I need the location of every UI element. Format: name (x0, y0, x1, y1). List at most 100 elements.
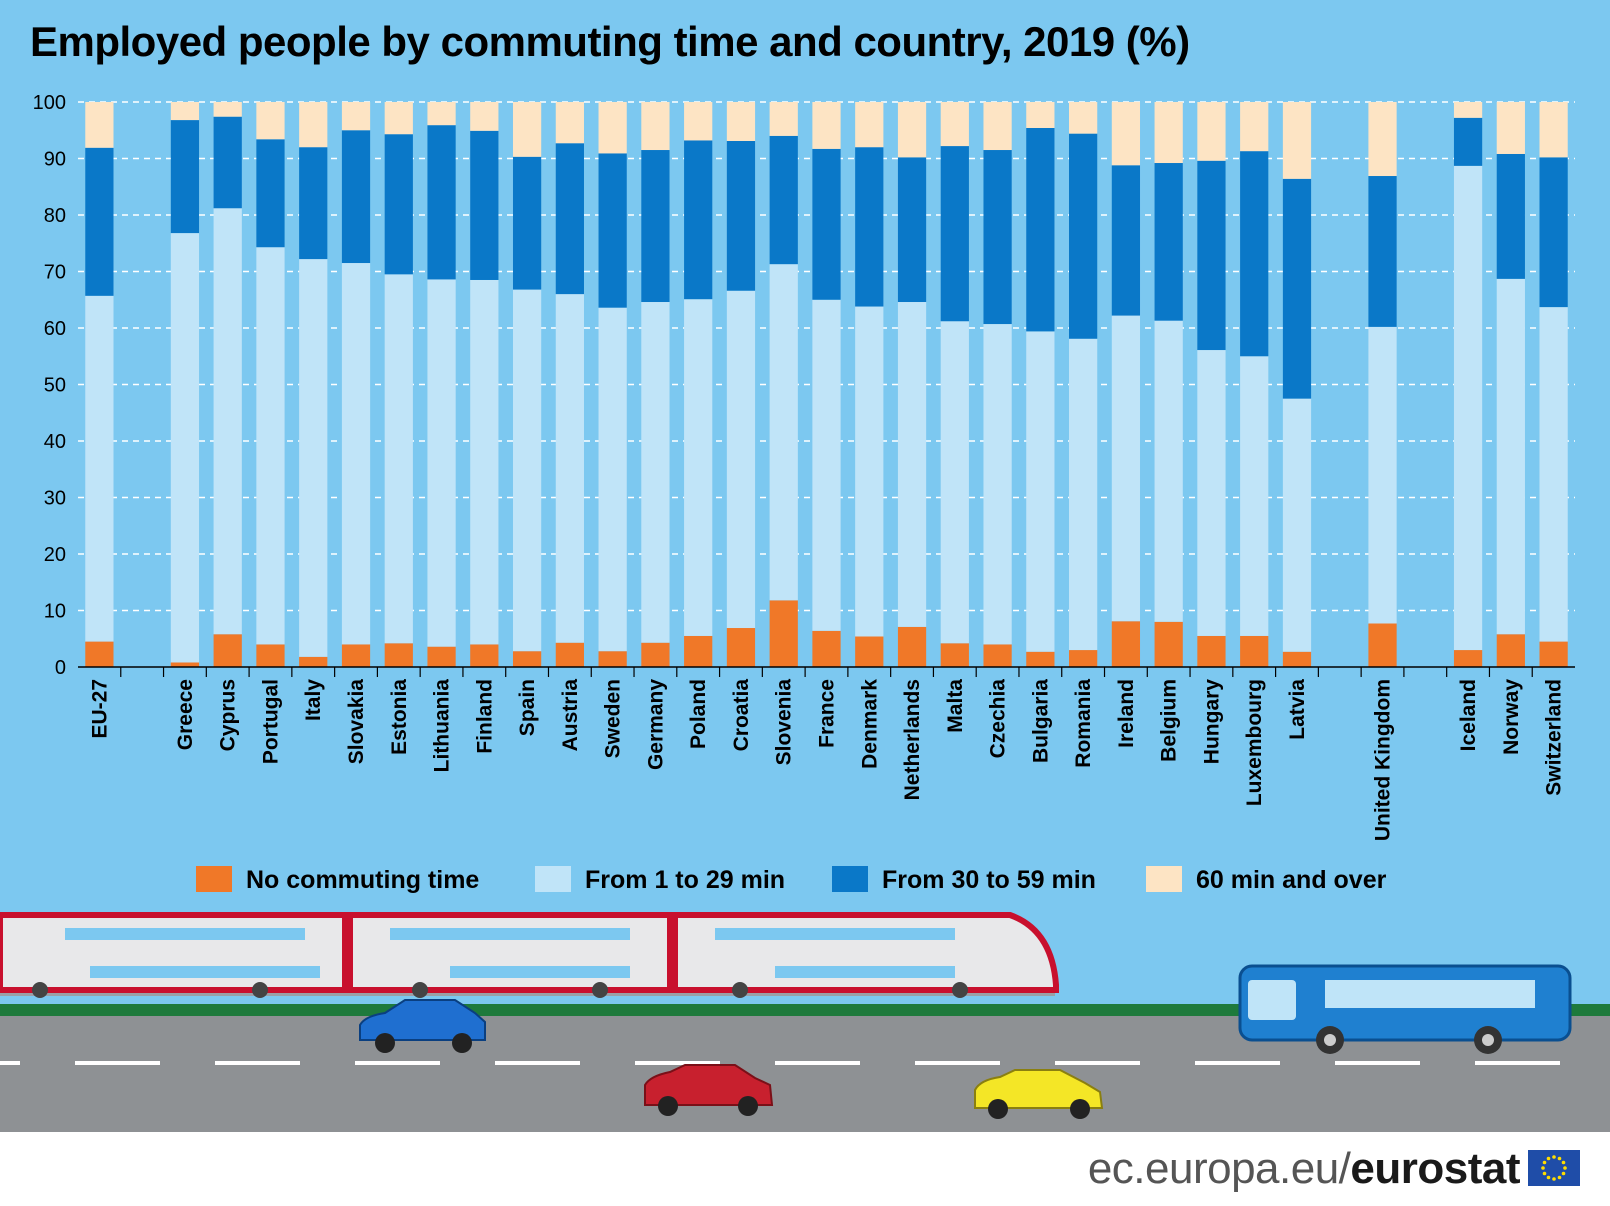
bar-segment (213, 208, 242, 635)
bar-segment (1496, 102, 1525, 154)
x-tick-label: Luxembourg (1243, 679, 1266, 806)
x-tick-label: Greece (174, 679, 197, 750)
brand-text: eurostat (1350, 1144, 1520, 1193)
bar-segment (598, 651, 627, 667)
bar-segment (1154, 320, 1183, 622)
bar-segment (512, 156, 542, 290)
bar-segment (256, 102, 285, 140)
bar-segment (1539, 157, 1568, 308)
bar-segment (1368, 326, 1397, 624)
legend-label: From 1 to 29 min (585, 866, 785, 894)
legend-label: No commuting time (246, 866, 479, 894)
bar-segment (769, 600, 798, 667)
bar-segment (684, 102, 713, 141)
bar-segment (299, 656, 328, 667)
x-tick-label: Ireland (1115, 679, 1138, 748)
bar-segment (1026, 127, 1055, 332)
x-tick-label: Slovakia (345, 679, 368, 765)
x-tick-label: Latvia (1286, 679, 1309, 740)
bar-segment (170, 662, 200, 667)
bar-segment (1069, 650, 1098, 667)
bar-segment (341, 644, 371, 667)
bar-segment (470, 279, 499, 645)
bar-segment (1197, 635, 1226, 667)
bar-segment (1069, 133, 1098, 339)
bar-segment (983, 102, 1012, 151)
bar-segment (812, 148, 841, 300)
x-tick-label: Sweden (602, 679, 625, 758)
bar-segment (940, 146, 969, 322)
bar-segment (1111, 102, 1141, 166)
x-tick-label: Finland (473, 679, 496, 754)
bar-segment (1240, 151, 1269, 357)
bar-segment (1197, 350, 1226, 636)
y-tick-label: 30 (44, 488, 66, 510)
bar-segment (1240, 356, 1269, 636)
bar-segment (940, 643, 969, 667)
bar-segment (641, 102, 670, 151)
x-tick-label: Poland (687, 679, 710, 749)
bar-segment (299, 147, 328, 260)
y-tick-label: 70 (44, 262, 66, 284)
x-tick-label: Czechia (987, 679, 1010, 759)
eu-flag-icon (1528, 1150, 1580, 1186)
bar-segment (512, 651, 542, 667)
bar-segment (940, 321, 969, 644)
y-tick-label: 60 (44, 318, 66, 340)
bar-segment (1111, 315, 1141, 622)
bar-segment (1368, 176, 1397, 327)
bar-segment (555, 143, 584, 295)
bar-segment (1026, 651, 1055, 667)
bar-segment (812, 299, 841, 631)
bar-segment (256, 247, 285, 645)
bar-segment (470, 130, 499, 280)
bar-segment (1496, 153, 1525, 279)
source-url[interactable]: ec.europa.eu/eurostat (1088, 1144, 1521, 1194)
bar-segment (641, 302, 670, 643)
x-tick-label: Denmark (858, 679, 881, 769)
bar-segment (1539, 641, 1568, 667)
x-tick-label: Netherlands (901, 679, 924, 800)
chart-title: Employed people by commuting time and co… (30, 18, 1190, 65)
x-tick-label: Estonia (388, 679, 411, 755)
yellow-car-icon (974, 1069, 1104, 1119)
bar-segment (1453, 117, 1483, 166)
red-car-icon (644, 1064, 774, 1116)
legend: No commuting time From 1 to 29 min From 30… (196, 866, 1387, 894)
bar-segment (983, 324, 1012, 645)
x-tick-label: Germany (644, 679, 667, 770)
bar-segment (1154, 621, 1183, 667)
x-tick-label: Croatia (730, 679, 753, 752)
bar-segment (384, 134, 413, 275)
x-tick-label: Portugal (259, 679, 282, 764)
bar-segment (427, 125, 456, 280)
x-tick-label: EU-27 (88, 679, 111, 739)
x-tick-label: Lithuania (431, 679, 454, 773)
legend-label: From 30 to 59 min (882, 866, 1096, 894)
legend-swatch (535, 866, 571, 892)
bar-segment (299, 259, 328, 657)
x-tick-label: Switzerland (1543, 679, 1566, 796)
bar-segment (85, 295, 114, 642)
bar-segment (940, 102, 969, 147)
bar-segment (897, 302, 927, 627)
x-tick-label: Italy (302, 679, 325, 721)
bar-segment (769, 135, 798, 265)
y-tick-label: 10 (44, 601, 66, 623)
bar-segment (1496, 634, 1525, 667)
commuting-chart: 0 10 20 30 40 50 60 70 80 90 100 EU-27 Greece Cyprus P… (0, 92, 1610, 1132)
bar-segment (1111, 621, 1141, 667)
bar-segment (1453, 650, 1483, 667)
bar-segment (512, 289, 542, 652)
x-tick-label: Belgium (1158, 679, 1181, 762)
bar-segment (427, 646, 456, 667)
bar-segment (470, 102, 499, 131)
x-tick-label: Spain (516, 679, 539, 736)
bar-segment (384, 274, 413, 644)
axes: 0 10 20 30 40 50 60 70 80 90 100 EU-27 Greece Cyprus P… (33, 92, 1575, 841)
bar-segment (427, 102, 456, 126)
legend-swatch (832, 866, 868, 892)
bar-segment (1282, 178, 1312, 399)
bar-segment (341, 263, 371, 645)
